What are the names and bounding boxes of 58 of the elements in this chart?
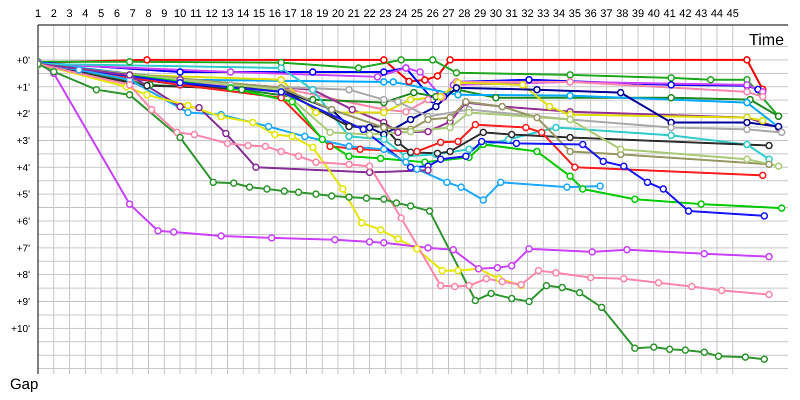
y-axis-title: Gap [10,376,38,393]
x-tick-label: 37 [600,8,613,20]
y-tick-label: +3' [16,136,30,147]
x-tick-label: 16 [268,8,281,20]
y-tick-label: +5' [16,190,30,201]
x-tick-label: 44 [710,8,724,20]
x-tick-label: 19 [316,8,328,20]
x-tick-label: 17 [284,8,297,20]
y-tick-label: +8' [16,270,30,282]
x-tick-label: 10 [174,8,186,20]
x-tick-label: 7 [130,8,136,20]
x-tick-label: 15 [252,8,266,20]
x-tick-label: 14 [237,8,250,20]
x-tick-label: 25 [410,8,424,20]
x-tick-label: 23 [379,8,392,20]
y-tick-label: +10' [11,324,30,335]
x-tick-label: 32 [521,8,534,20]
x-tick-label: 39 [632,8,644,20]
x-tick-label: 31 [506,8,518,20]
x-tick-label: 11 [190,8,202,20]
x-tick-label: 6 [114,8,120,20]
x-tick-label: 1 [34,8,42,20]
x-tick-label: 40 [648,8,660,20]
x-tick-label: 45 [726,8,739,20]
y-tick-label: +6' [16,216,30,228]
x-tick-label: 20 [332,8,344,20]
y-tick-label: +4' [16,162,30,174]
y-tick-label: +7' [16,243,30,254]
x-tick-label: 34 [552,8,566,20]
x-tick-label: 30 [490,8,502,20]
x-tick-label: 38 [616,8,628,20]
x-tick-label: 22 [363,8,376,20]
x-tick-label: 2 [50,8,57,20]
x-tick-label: 12 [206,8,218,20]
x-tick-label: 27 [442,8,455,20]
x-tick-label: 26 [426,8,439,20]
x-tick-label: 42 [679,8,692,20]
x-tick-label: 3 [66,8,73,20]
x-tick-label: 8 [145,8,152,20]
y-tick-label: +1' [16,82,30,94]
x-tick-label: 13 [221,8,234,20]
y-tick-label: +2' [16,109,30,120]
x-tick-label: 35 [568,8,581,20]
x-tick-label: 18 [300,8,313,20]
x-tick-label: 4 [82,8,88,20]
x-tick-label: 41 [663,8,676,20]
y-tick-label: +9' [16,297,30,308]
x-axis-title: Time [749,32,784,49]
x-tick-label: 5 [98,8,104,20]
x-tick-label: 43 [695,8,708,20]
x-tick-label: 9 [161,8,168,20]
y-tick-label: +0' [16,55,30,66]
x-tick-label: 24 [395,8,408,20]
x-tick-label: 36 [584,8,597,20]
x-tick-label: 33 [537,8,550,20]
x-tick-label: 21 [348,8,360,20]
x-tick-label: 29 [474,8,486,20]
x-tick-label: 28 [458,8,470,20]
